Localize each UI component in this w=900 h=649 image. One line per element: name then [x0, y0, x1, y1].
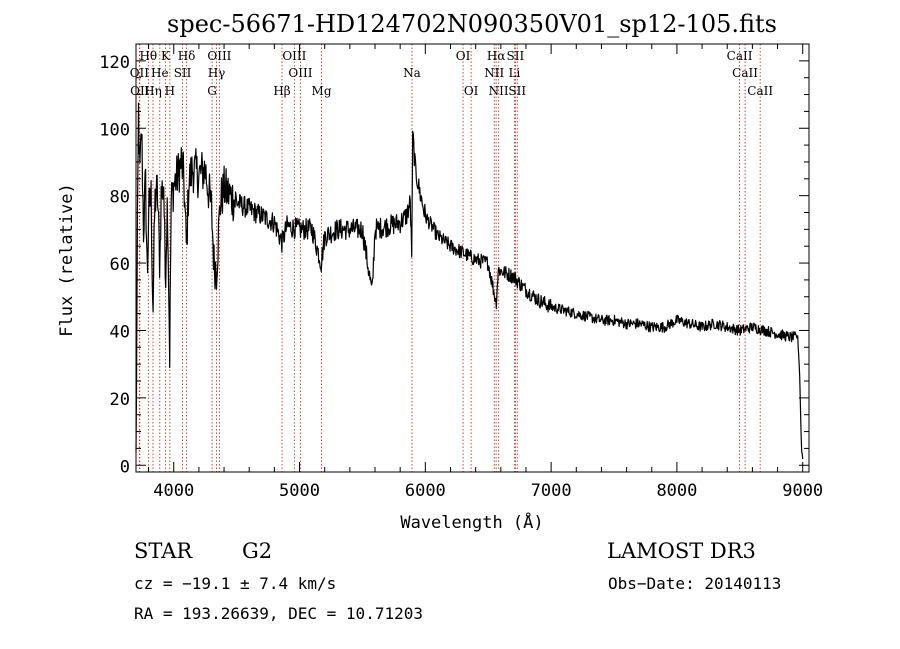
line-label: Hα [487, 49, 506, 63]
line-label: Li [508, 66, 520, 80]
y-tick-label: 80 [110, 188, 130, 208]
flux-series-line [135, 102, 804, 460]
line-label: Na [403, 66, 421, 80]
line-label: Hβ [273, 84, 290, 98]
line-label: Hγ [208, 66, 226, 80]
line-label: NII [484, 66, 504, 80]
y-tick-label: 0 [120, 457, 130, 477]
object-class: STAR [134, 539, 193, 563]
line-label: CaII [727, 49, 753, 63]
line-label: OII [130, 84, 150, 98]
object-subclass: G2 [242, 539, 272, 563]
line-label: H [165, 84, 175, 98]
y-tick-label: 100 [99, 120, 130, 140]
line-label: Hη [144, 84, 162, 98]
survey-name: LAMOST DR3 [607, 539, 756, 563]
line-label: Hδ [178, 49, 196, 63]
line-label: Hθ [139, 49, 157, 63]
plot-frame [135, 43, 810, 473]
line-label: OIII [282, 49, 306, 63]
line-label: CaII [732, 66, 758, 80]
y-axis-ticks: 0 20 40 60 80 100 120 [99, 53, 809, 477]
obs-date: Obs−Date: 20140113 [608, 574, 781, 593]
x-tick-label: 9000 [782, 481, 823, 501]
line-label: Mg [312, 84, 332, 98]
line-label: SII [508, 84, 526, 98]
line-label: K [161, 49, 171, 63]
line-label: G [207, 84, 217, 98]
line-label: SII [174, 66, 192, 80]
line-label: NII [489, 84, 509, 98]
redshift-readout: cz = −19.1 ± 7.4 km/s [134, 574, 336, 593]
line-label: CaII [747, 84, 773, 98]
line-label: OI [464, 84, 479, 98]
x-tick-label: 4000 [153, 481, 194, 501]
x-tick-label: 6000 [405, 481, 446, 501]
y-tick-label: 20 [110, 390, 130, 410]
x-axis-ticks: 4000 5000 6000 7000 8000 9000 [148, 44, 823, 501]
line-label: OI [456, 49, 471, 63]
line-label: He [151, 66, 169, 80]
line-label: SII [507, 49, 525, 63]
x-tick-label: 5000 [279, 481, 320, 501]
y-tick-label: 120 [99, 53, 130, 73]
y-tick-label: 60 [110, 255, 130, 275]
y-tick-label: 40 [110, 322, 130, 342]
x-axis-label: Wavelength (Å) [400, 511, 543, 533]
emission-line-markers [138, 44, 761, 472]
x-tick-label: 7000 [531, 481, 572, 501]
y-axis-label: Flux (relative) [57, 183, 77, 337]
line-label: OII [130, 66, 150, 80]
chart-title: spec-56671-HD124702N090350V01_sp12-105.f… [167, 10, 777, 38]
line-label: OIII [207, 49, 231, 63]
coordinates-readout: RA = 193.26639, DEC = 10.71203 [134, 604, 423, 623]
x-tick-label: 8000 [656, 481, 697, 501]
line-label: OIII [288, 66, 312, 80]
